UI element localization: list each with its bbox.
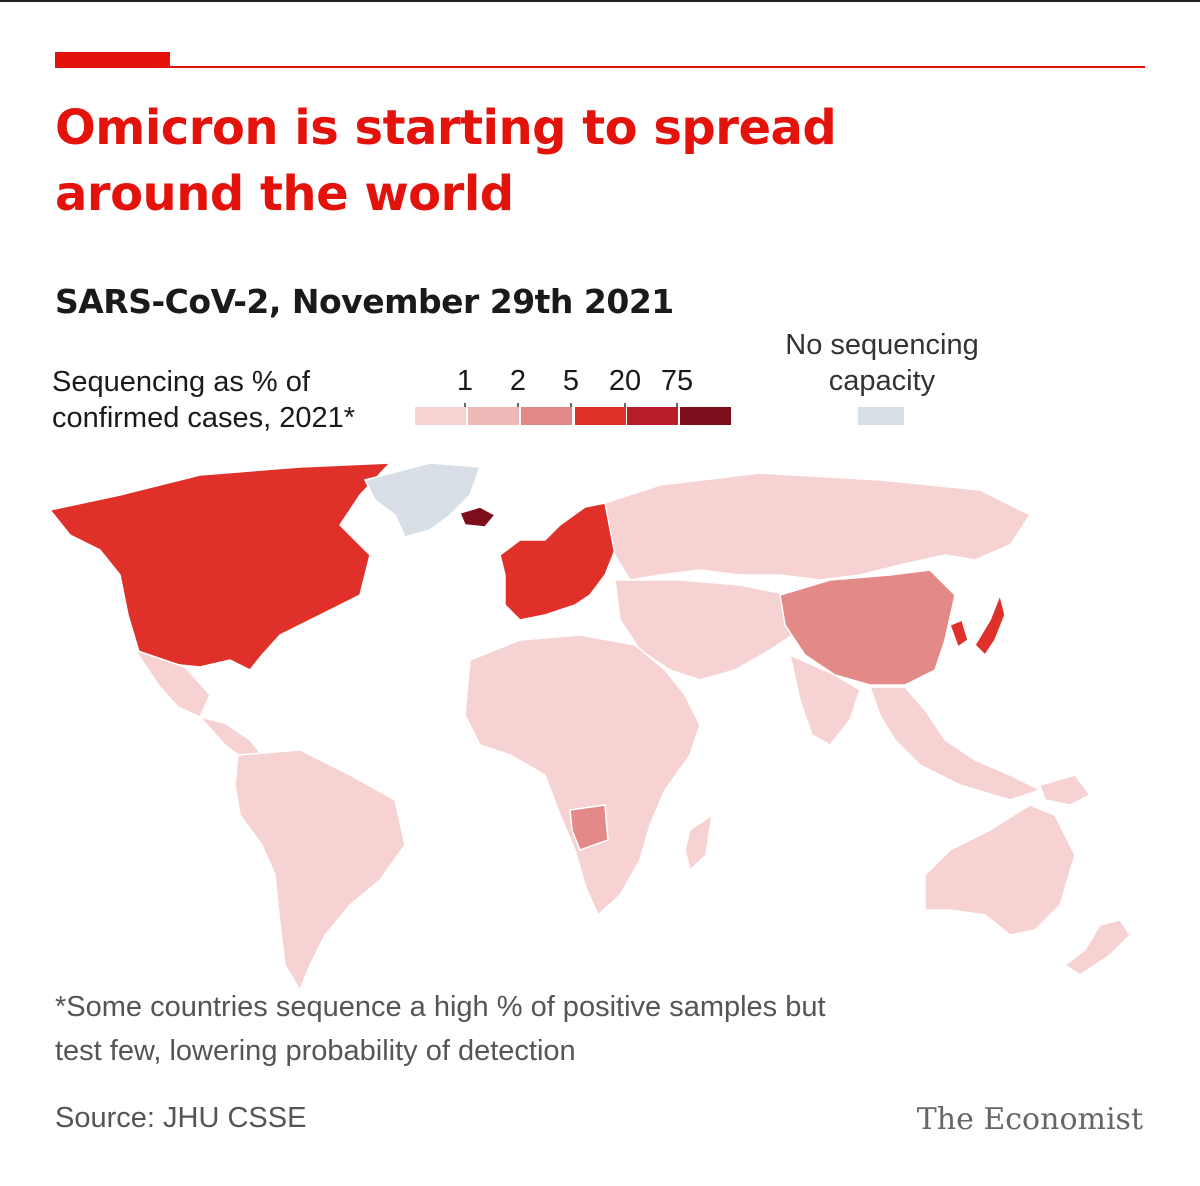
source-note: Source: JHU CSSE (55, 1102, 307, 1134)
legend-swatch (627, 407, 678, 425)
legend-tick-label: 20 (608, 365, 642, 397)
chart-title: Omicron is starting to spread around the… (55, 100, 837, 222)
russia-region (604, 472, 1032, 581)
legend-swatch (468, 407, 519, 425)
new-zealand-region (1063, 919, 1131, 976)
legend-title: Sequencing as % of confirmed cases, 2021… (52, 366, 356, 434)
world-map (48, 462, 1131, 992)
south-america-region (234, 749, 406, 992)
greenland-region (363, 462, 482, 538)
legend-swatch (575, 407, 626, 425)
china-region (779, 569, 956, 686)
western-europe-region (499, 502, 621, 621)
africa-region (464, 634, 701, 917)
korea-region (949, 618, 969, 649)
legend-swatch (680, 407, 731, 425)
central-asia-region (614, 579, 801, 681)
new-guinea-region (1039, 774, 1092, 806)
header-accent-tab (55, 52, 170, 67)
legend-swatch (415, 407, 466, 425)
legend-swatch (521, 407, 572, 425)
no-capacity-swatch (858, 407, 904, 425)
north-america-region (48, 462, 392, 671)
legend-tick-label: 1 (456, 365, 474, 397)
top-border (0, 0, 1200, 2)
southeast-asia-region (868, 686, 1042, 801)
no-capacity-label: No sequencing capacity (785, 329, 979, 397)
madagascar-region (684, 813, 713, 872)
header-rule (55, 66, 1145, 68)
legend-tick-label: 75 (660, 365, 694, 397)
chart-subtitle: SARS-CoV-2, November 29th 2021 (55, 282, 674, 321)
australia-region (924, 804, 1076, 936)
footnote: *Some countries sequence a high % of pos… (55, 991, 826, 1067)
publisher-logo: The Economist (916, 1102, 1143, 1137)
iceland-region (458, 506, 497, 528)
legend-tick-label: 5 (562, 365, 580, 397)
angola-region (569, 804, 609, 851)
japan-region (974, 592, 1006, 657)
legend-tick-label: 2 (509, 365, 527, 397)
india-region (788, 653, 861, 746)
